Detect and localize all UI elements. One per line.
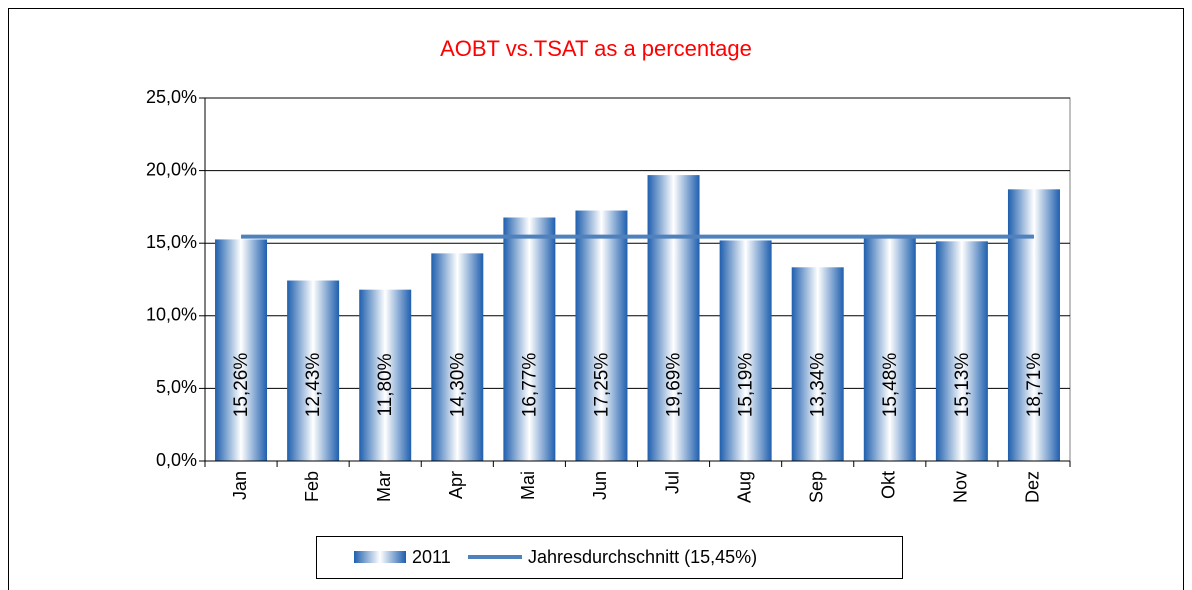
bar [503, 217, 556, 461]
data-label: 12,43% [303, 353, 324, 418]
bar [359, 289, 412, 461]
x-tick-label: Jun [590, 471, 610, 500]
data-label: 19,69% [664, 353, 685, 418]
data-label: 14,30% [447, 353, 468, 418]
y-tick-label: 10,0% [146, 305, 197, 325]
x-tick-label: Aug [734, 471, 754, 503]
data-label: 16,77% [519, 353, 540, 418]
bar [287, 280, 340, 461]
y-tick-label: 20,0% [146, 159, 197, 179]
y-tick-label: 0,0% [156, 450, 197, 470]
x-tick-label: Jul [662, 471, 682, 494]
x-tick-label: Apr [446, 471, 466, 499]
data-label: 17,25% [591, 353, 612, 418]
bar [1007, 189, 1060, 461]
bar [575, 210, 628, 461]
x-tick-label: Dez [1023, 471, 1043, 503]
x-tick-label: Jan [230, 471, 250, 500]
legend-swatch [354, 551, 406, 563]
bar [215, 239, 268, 461]
bar [791, 267, 844, 461]
data-label: 11,80% [375, 353, 396, 416]
bar [863, 236, 916, 461]
bar [935, 241, 988, 461]
x-tick-label: Okt [879, 471, 899, 499]
data-label: 15,19% [736, 353, 757, 418]
chart-title: AOBT vs.TSAT as a percentage [440, 36, 752, 61]
data-label: 15,48% [880, 353, 901, 418]
bar [431, 253, 484, 461]
x-tick-label: Feb [302, 471, 322, 502]
x-tick-label: Sep [806, 471, 826, 503]
legend-label: Jahresdurchschnitt (15,45%) [528, 547, 757, 567]
legend-box [316, 536, 903, 579]
data-label: 13,34% [808, 353, 829, 418]
data-label: 18,71% [1024, 353, 1045, 418]
x-tick-label: Mar [374, 471, 394, 502]
data-label: 15,13% [952, 353, 973, 418]
y-tick-label: 15,0% [146, 232, 197, 252]
plot-area [204, 97, 1071, 462]
bar [719, 240, 772, 461]
bar [647, 175, 700, 461]
y-tick-label: 5,0% [156, 377, 197, 397]
x-tick-label: Mai [518, 471, 538, 500]
data-label: 15,26% [231, 353, 252, 418]
x-tick-label: Nov [951, 471, 971, 503]
legend-label: 2011 [412, 547, 451, 567]
y-tick-label: 25,0% [146, 87, 197, 107]
